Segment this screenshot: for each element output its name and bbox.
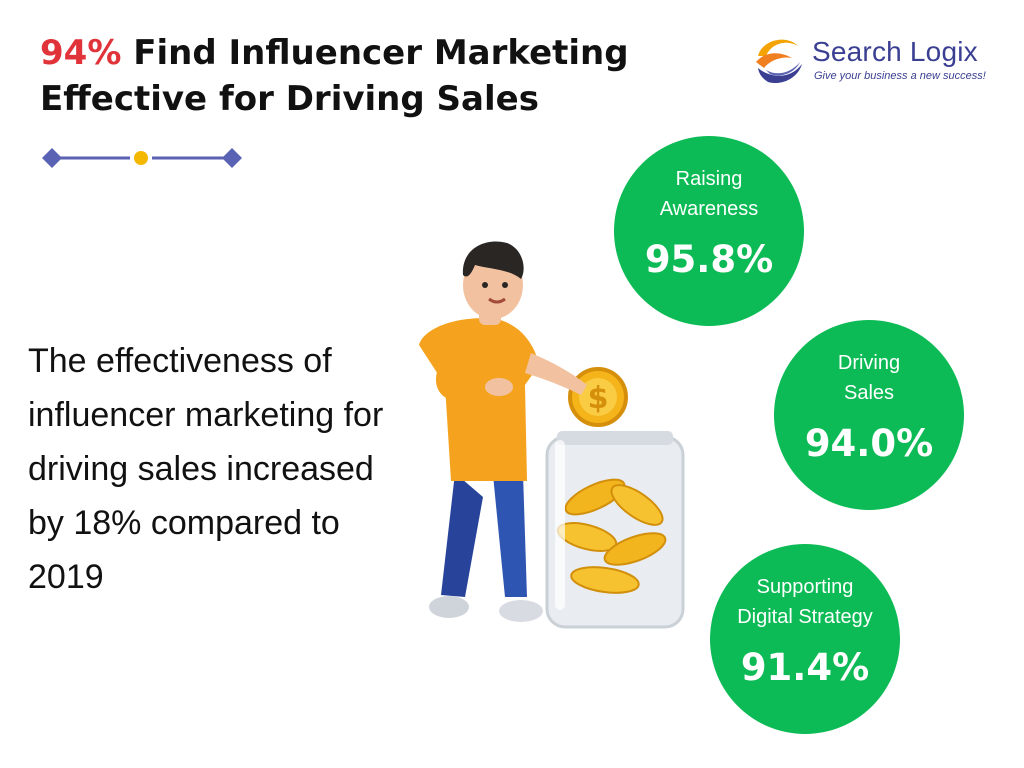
stat-value: 91.4% — [740, 646, 870, 689]
divider-left-diamond — [42, 148, 62, 168]
title-divider — [42, 148, 242, 168]
title-line-1: Find Influencer Marketing — [133, 33, 629, 73]
coin-jar — [545, 431, 685, 629]
stat-circle-raising-awareness: Raising Awareness 95.8% — [614, 136, 804, 326]
brand-name: Search Logix — [812, 36, 978, 67]
dollar-coin: $ — [568, 367, 628, 427]
stat-label: Raising Awareness — [659, 168, 759, 220]
stat-label: Driving Sales — [837, 352, 901, 404]
title-line-2: Effective for Driving Sales — [40, 79, 539, 119]
person-with-coin-jar-illustration: $ — [419, 241, 685, 629]
person — [419, 241, 587, 622]
svg-text:$: $ — [588, 381, 609, 416]
search-logix-logo-icon — [755, 35, 803, 84]
stat-value: 94.0% — [804, 422, 934, 465]
brand-tagline: Give your business a new success! — [814, 70, 986, 82]
statement-text: The effectiveness of influencer marketin… — [28, 342, 384, 596]
title-highlight: 94% — [40, 33, 122, 73]
page-title: 94% Find Influencer Marketing Effective … — [40, 30, 680, 122]
stat-label: Supporting Digital Strategy — [737, 576, 873, 628]
stat-circle-supporting-digital-strategy: Supporting Digital Strategy 91.4% — [710, 544, 900, 734]
divider-right-diamond — [222, 148, 242, 168]
divider-center-dot — [134, 151, 148, 165]
stat-circle-driving-sales: Driving Sales 94.0% — [774, 320, 964, 510]
stat-value: 95.8% — [644, 238, 774, 281]
brand-logo: Search Logix Give your business a new su… — [752, 32, 992, 92]
